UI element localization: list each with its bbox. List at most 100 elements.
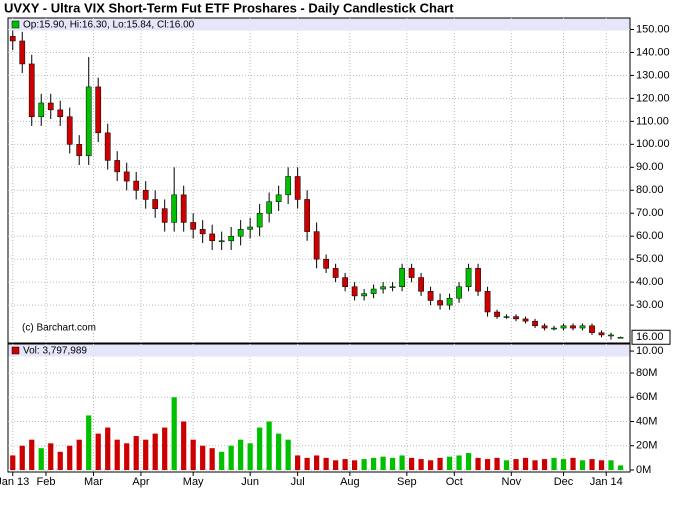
candle-body <box>304 199 310 232</box>
x-tick-label: Jun <box>241 476 259 488</box>
candle-body <box>199 229 206 235</box>
candle-body <box>104 132 111 161</box>
volume-bar <box>598 460 605 470</box>
candle-body <box>579 325 586 329</box>
x-tick-label: Feb <box>37 476 56 488</box>
volume-bar <box>560 459 567 470</box>
candle-body <box>617 337 624 339</box>
volume-bar <box>105 427 111 470</box>
volume-bar <box>513 459 519 470</box>
volume-bar <box>29 439 35 470</box>
candle-body <box>399 268 405 287</box>
volume-bar <box>465 453 472 470</box>
volume-bar <box>589 459 595 470</box>
volume-bar <box>86 415 92 470</box>
y-tick-label: 20M <box>636 440 657 452</box>
chart-title: UVXY - Ultra VIX Short-Term Fut ETF Pros… <box>4 0 454 15</box>
volume-bar <box>266 421 272 470</box>
volume-bar <box>114 439 120 470</box>
candle-body <box>19 40 26 65</box>
y-tick-label: 40M <box>636 415 657 427</box>
candle-body <box>598 332 605 336</box>
candle-body <box>437 300 443 306</box>
volume-bar <box>228 445 234 470</box>
candle-body <box>228 235 235 242</box>
panel-header-text: Vol: 3,797,989 <box>23 346 87 357</box>
volume-bar <box>503 460 510 470</box>
candle-body <box>475 268 481 292</box>
candle-body <box>418 277 424 292</box>
volume-bar <box>314 455 320 470</box>
candle-body <box>285 176 291 196</box>
volume-bar <box>57 451 63 470</box>
y-tick-label: 60.00 <box>636 230 664 242</box>
volume-bar <box>143 439 149 470</box>
volume-bar <box>285 439 291 470</box>
candle-body <box>370 288 377 294</box>
candle-body <box>494 311 500 317</box>
volume-bar <box>608 460 614 470</box>
volume-bar <box>200 445 206 470</box>
x-tick-label: Sep <box>397 476 417 488</box>
candle-body <box>209 233 216 242</box>
candle-body <box>85 86 92 157</box>
volume-bar <box>361 459 367 470</box>
candle-body <box>76 144 83 157</box>
y-tick-label: 130.00 <box>636 69 670 81</box>
volume-bar <box>181 421 187 470</box>
x-tick-label: Jul <box>291 476 305 488</box>
candle-body <box>532 320 538 327</box>
volume-bar <box>532 460 538 470</box>
candle-body <box>123 171 130 182</box>
volume-bar <box>304 457 310 470</box>
volume-bar <box>408 457 415 470</box>
candle-body <box>247 226 254 230</box>
volume-bar <box>475 457 481 470</box>
candle-body <box>218 240 225 243</box>
candle-body <box>152 199 159 209</box>
legend-swatch <box>11 346 20 355</box>
candle-body <box>484 291 491 313</box>
candle-body <box>237 229 244 237</box>
volume-bar <box>247 443 253 470</box>
y-tick-label: 80.00 <box>636 184 664 196</box>
candle-body <box>551 327 557 330</box>
volume-bar <box>380 456 386 470</box>
candle-body <box>342 277 348 287</box>
volume-bar <box>76 439 82 470</box>
volume-bar <box>48 443 54 470</box>
candle-body <box>351 286 358 297</box>
candle-body <box>408 268 415 278</box>
candle-body <box>294 176 301 200</box>
candle-body <box>560 325 567 329</box>
volume-bar <box>152 433 158 470</box>
candle-body <box>323 258 329 269</box>
candle-body <box>313 231 320 260</box>
panel-header <box>8 344 630 357</box>
volume-bar <box>342 459 348 470</box>
volume-bar <box>456 455 462 470</box>
panel-header <box>8 18 630 31</box>
candle-body <box>332 268 339 278</box>
candle-body <box>541 325 548 329</box>
candle-body <box>66 116 73 145</box>
candle-body <box>570 325 576 329</box>
last-price-label: 16.00 <box>636 331 664 343</box>
volume-bar <box>162 427 168 470</box>
y-tick-label: 30.00 <box>636 299 664 311</box>
volume-bar <box>133 436 139 470</box>
x-tick-label: Jan 14 <box>590 476 623 488</box>
volume-bar <box>399 455 405 470</box>
volume-bar <box>617 465 624 470</box>
y-tick-label: 100.00 <box>636 138 670 150</box>
x-tick-label: Dec <box>554 476 574 488</box>
candle-body <box>608 334 614 337</box>
x-tick-label: Apr <box>132 476 149 488</box>
candle-body <box>589 325 595 333</box>
candle-body <box>266 201 273 214</box>
panel-frame <box>7 17 631 344</box>
volume-bar <box>333 460 339 470</box>
candle-body <box>142 190 149 200</box>
volume-bar <box>219 451 225 470</box>
